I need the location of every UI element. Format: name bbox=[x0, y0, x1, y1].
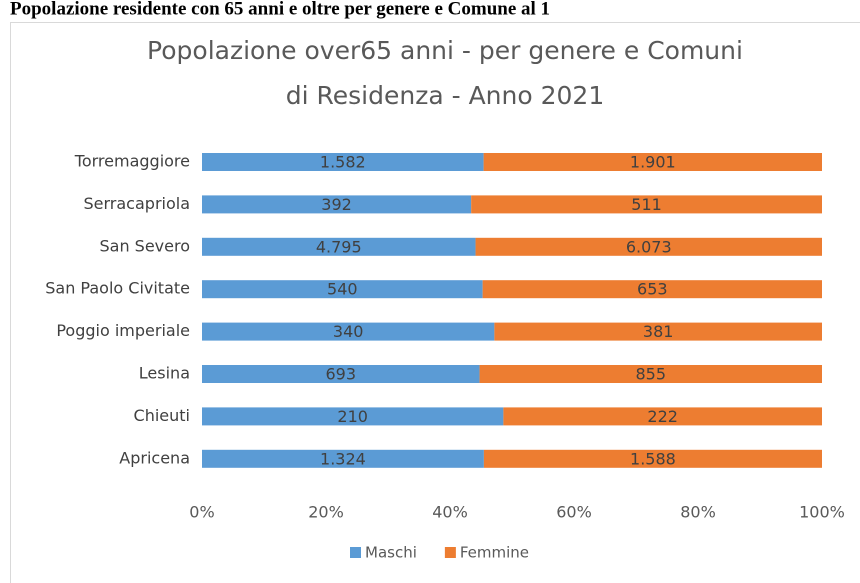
bar-segment bbox=[202, 195, 472, 214]
x-tick-label: 0% bbox=[189, 503, 214, 522]
page-header: Popolazione residente con 65 anni e oltr… bbox=[10, 0, 550, 19]
chart-frame bbox=[10, 22, 860, 583]
x-tick-label: 100% bbox=[799, 503, 845, 522]
data-label: 855 bbox=[636, 365, 667, 384]
y-tick-label: San Severo bbox=[99, 236, 190, 255]
y-tick-label: Poggio imperiale bbox=[56, 321, 190, 340]
x-tick-label: 80% bbox=[680, 503, 716, 522]
data-label: 653 bbox=[637, 280, 668, 299]
chart-title: Popolazione over65 anni - per genere e C… bbox=[147, 36, 743, 65]
data-label: 340 bbox=[333, 322, 364, 341]
data-label: 210 bbox=[337, 407, 368, 426]
data-label: 1.582 bbox=[320, 153, 366, 172]
bar-segment bbox=[202, 280, 483, 299]
data-label: 511 bbox=[631, 195, 662, 214]
bar-segment bbox=[202, 365, 480, 383]
bar-segment bbox=[483, 153, 822, 171]
data-label: 4.795 bbox=[316, 237, 362, 256]
data-label: 392 bbox=[321, 195, 352, 214]
x-tick-label: 20% bbox=[308, 503, 344, 522]
bar-segment bbox=[503, 407, 822, 426]
bar-segment bbox=[494, 322, 822, 341]
data-label: 6.073 bbox=[626, 237, 672, 256]
x-tick-label: 60% bbox=[556, 503, 592, 522]
bar-segment bbox=[475, 237, 822, 256]
data-label: 1.588 bbox=[630, 449, 676, 468]
data-label: 693 bbox=[326, 365, 357, 384]
bar-segment bbox=[471, 195, 822, 214]
legend-swatch bbox=[444, 547, 456, 558]
data-label: 381 bbox=[643, 322, 674, 341]
bar-segment bbox=[202, 449, 484, 468]
data-label: 1.901 bbox=[630, 153, 676, 172]
bar-segment bbox=[479, 365, 822, 383]
data-label: 1.324 bbox=[320, 449, 366, 468]
bar-segment bbox=[202, 322, 495, 341]
legend-swatch bbox=[350, 547, 361, 558]
data-label: 222 bbox=[647, 407, 678, 426]
chart-title: di Residenza - Anno 2021 bbox=[286, 81, 604, 110]
y-tick-label: Apricena bbox=[119, 448, 190, 467]
bar-segment bbox=[482, 280, 822, 299]
y-tick-label: Lesina bbox=[139, 364, 190, 383]
bar-segment bbox=[202, 153, 484, 171]
bar-segment bbox=[483, 449, 822, 468]
data-label: 540 bbox=[327, 280, 358, 299]
x-tick-label: 40% bbox=[432, 503, 468, 522]
bar-segment bbox=[202, 407, 504, 426]
legend-label: Maschi bbox=[365, 544, 417, 562]
y-tick-label: San Paolo Civitate bbox=[45, 279, 190, 298]
bar-segment bbox=[202, 237, 476, 256]
y-tick-label: Serracapriola bbox=[84, 194, 191, 213]
y-tick-label: Torremaggiore bbox=[74, 152, 190, 171]
legend-label: Femmine bbox=[460, 544, 529, 562]
y-tick-label: Chieuti bbox=[134, 406, 190, 425]
